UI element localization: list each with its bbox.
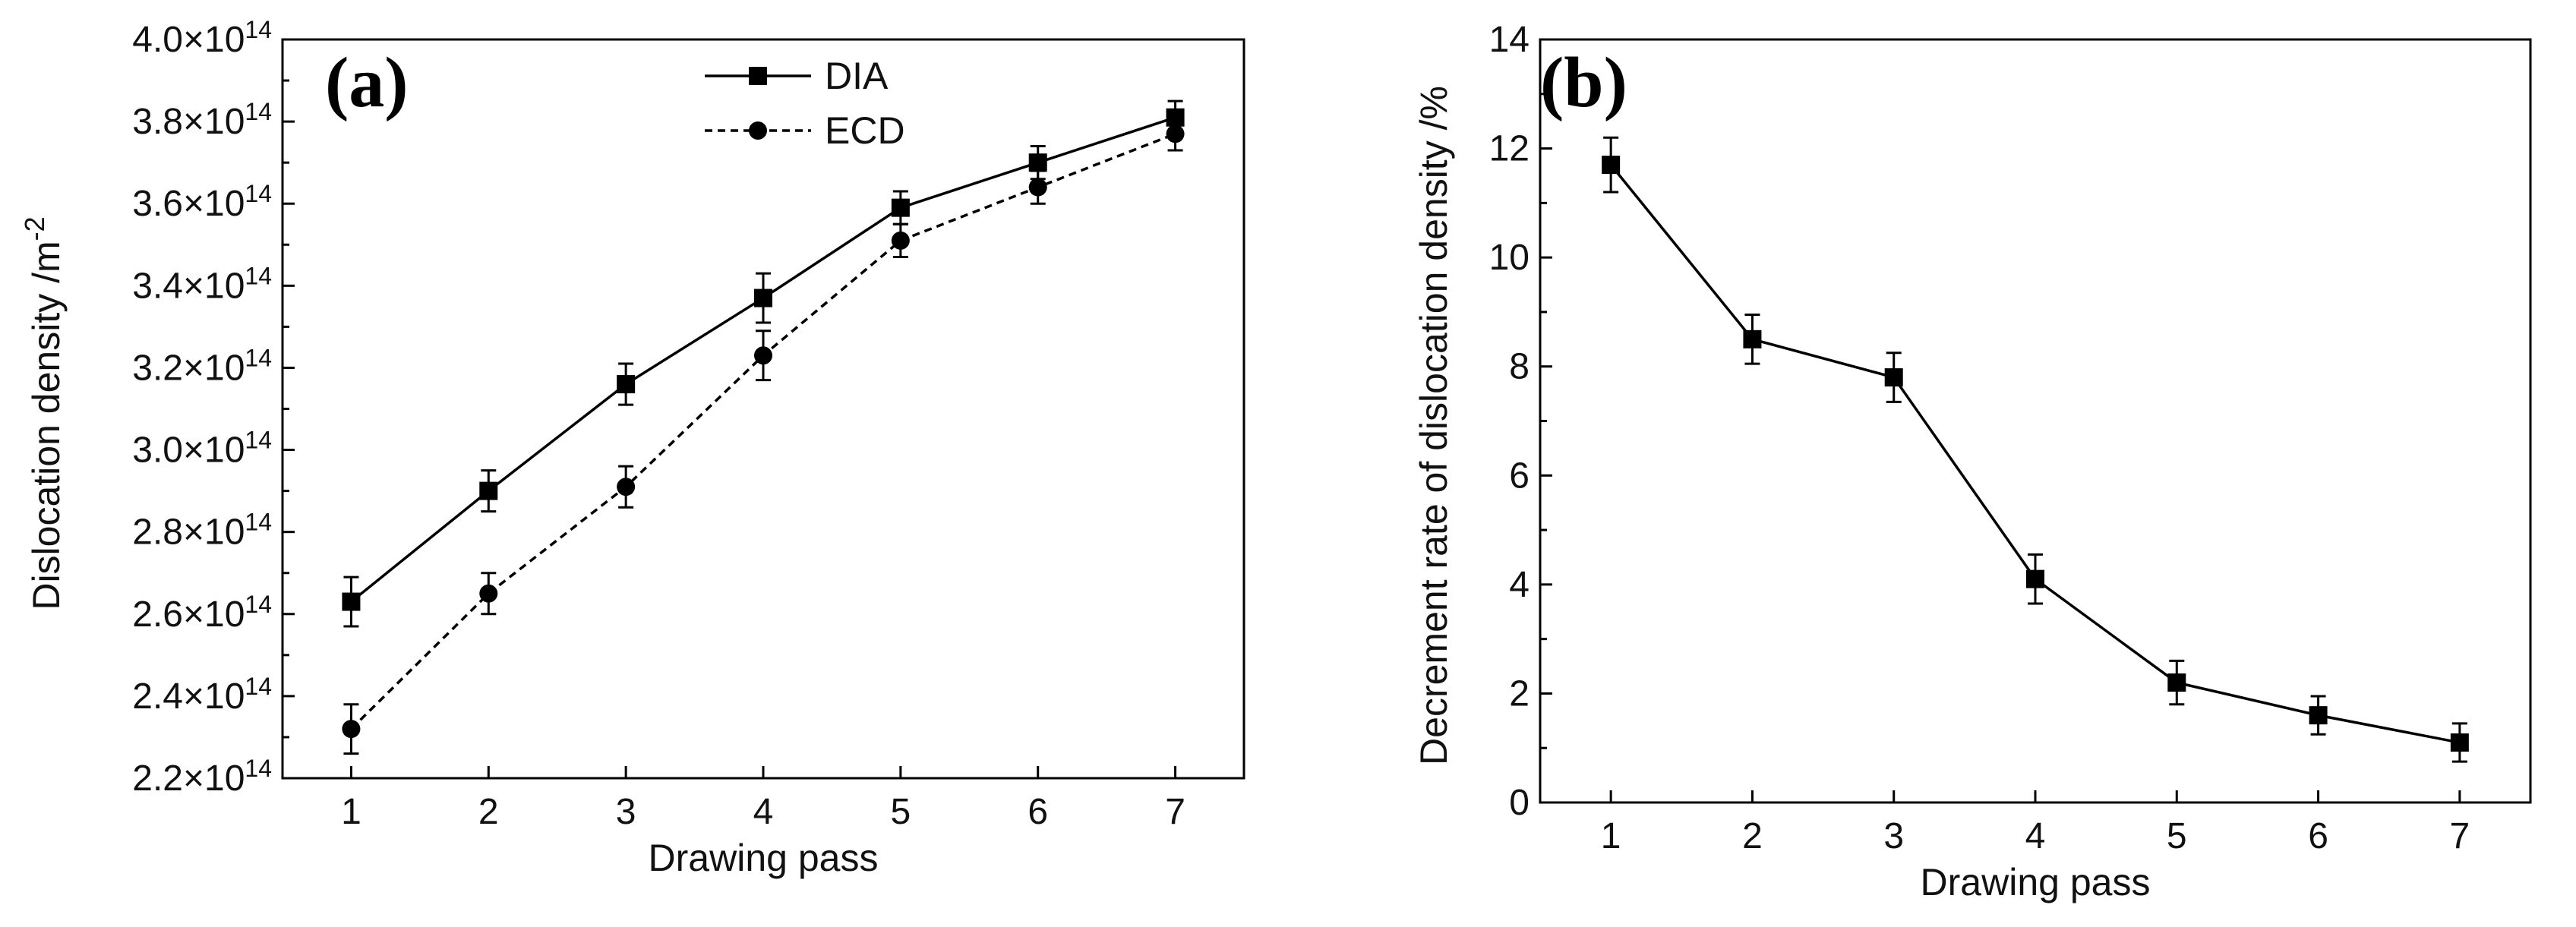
legend-label: DIA bbox=[825, 55, 889, 97]
data-point bbox=[1028, 153, 1047, 172]
y-tick-label: 4.0×1014 bbox=[132, 16, 272, 60]
y-tick-label: 10 bbox=[1489, 238, 1530, 278]
x-tick-label: 4 bbox=[2025, 816, 2046, 856]
x-tick-label: 7 bbox=[2450, 816, 2470, 856]
data-point bbox=[891, 198, 910, 217]
y-tick-label: 3.8×1014 bbox=[132, 98, 272, 142]
data-point bbox=[342, 592, 361, 611]
x-tick-label: 6 bbox=[2308, 816, 2328, 856]
data-point bbox=[479, 584, 498, 603]
y-tick-label: 2.8×1014 bbox=[132, 509, 272, 553]
y-tick-label: 14 bbox=[1489, 20, 1530, 60]
series-line bbox=[1609, 164, 2461, 744]
data-point bbox=[891, 231, 910, 250]
y-tick-label: 3.2×1014 bbox=[132, 344, 272, 388]
panel-label: (b) bbox=[1540, 43, 1627, 122]
legend-label: ECD bbox=[825, 109, 905, 152]
y-tick-label: 2.4×1014 bbox=[132, 673, 272, 717]
x-tick-label: 5 bbox=[2167, 816, 2187, 856]
x-tick-label: 7 bbox=[1165, 792, 1185, 832]
data-point bbox=[2309, 706, 2328, 725]
x-axis-title: Drawing pass bbox=[1921, 861, 2151, 903]
panel-label: (a) bbox=[325, 43, 409, 122]
data-point bbox=[1166, 125, 1185, 143]
y-tick-label: 3.4×1014 bbox=[132, 262, 272, 306]
y-tick-label: 3.0×1014 bbox=[132, 427, 272, 471]
data-point bbox=[1743, 329, 1762, 348]
x-tick-label: 2 bbox=[478, 792, 499, 832]
legend-marker bbox=[749, 121, 767, 140]
series-line bbox=[350, 132, 1176, 730]
y-tick-label: 8 bbox=[1509, 347, 1530, 387]
data-point bbox=[342, 720, 361, 739]
data-point bbox=[2167, 673, 2186, 692]
y-tick-label: 2.6×1014 bbox=[132, 591, 272, 635]
plot-frame bbox=[281, 38, 1245, 780]
data-point bbox=[754, 346, 772, 365]
y-tick-label: 4 bbox=[1509, 565, 1530, 605]
y-tick-label: 2 bbox=[1509, 673, 1530, 714]
data-point bbox=[617, 478, 636, 497]
data-point bbox=[2450, 733, 2469, 752]
y-tick-label: 6 bbox=[1509, 456, 1530, 496]
data-point bbox=[754, 289, 772, 307]
x-tick-label: 6 bbox=[1028, 792, 1048, 832]
chart-panel-a: 1 2 3 4 5 6 7 2.2×1014 2.4×1014 2.6×1014 2.8×1014 3… bbox=[19, 16, 1245, 879]
y-tick-label: 2.2×1014 bbox=[132, 755, 272, 799]
legend-marker bbox=[749, 67, 767, 85]
data-point bbox=[1884, 368, 1903, 387]
y-tick-label: 12 bbox=[1489, 129, 1530, 169]
x-tick-label: 3 bbox=[616, 792, 636, 832]
y-axis-title: Dislocation density /m-2 bbox=[19, 216, 68, 610]
data-point bbox=[1028, 178, 1047, 197]
data-point bbox=[479, 481, 498, 500]
x-tick-label: 1 bbox=[341, 792, 361, 832]
y-axis-title: Decrement rate of dislocation density /% bbox=[1413, 86, 1455, 765]
x-tick-label: 2 bbox=[1742, 816, 1763, 856]
data-point bbox=[1602, 156, 1621, 175]
data-point bbox=[617, 375, 636, 394]
x-tick-label: 3 bbox=[1883, 816, 1904, 856]
x-axis-title: Drawing pass bbox=[649, 837, 879, 879]
data-point bbox=[2026, 569, 2044, 588]
plot-frame bbox=[1539, 38, 2532, 804]
y-tick-label: 0 bbox=[1509, 783, 1530, 823]
x-tick-label: 4 bbox=[753, 792, 774, 832]
x-tick-label: 1 bbox=[1601, 816, 1621, 856]
x-tick-label: 5 bbox=[891, 792, 911, 832]
y-tick-label: 3.6×1014 bbox=[132, 180, 272, 224]
